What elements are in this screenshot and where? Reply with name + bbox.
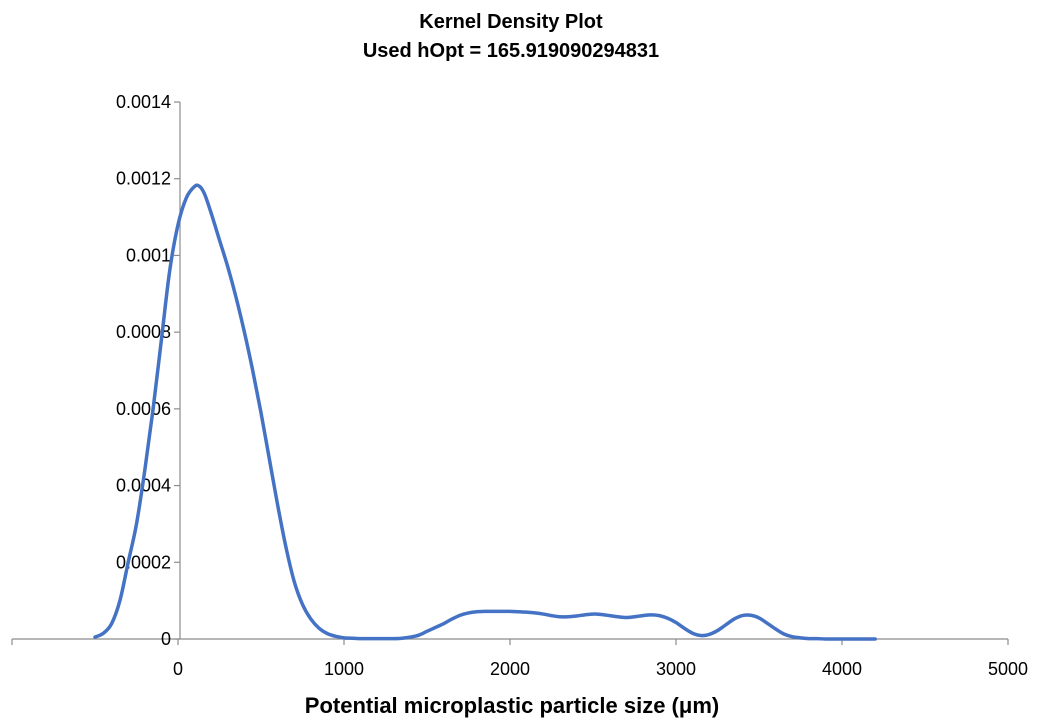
x-tick-label: 5000: [988, 659, 1028, 679]
x-tick-label: 1000: [324, 659, 364, 679]
series-lines: [93, 183, 877, 641]
chart-subtitle: Used hOpt = 165.919090294831: [363, 40, 659, 62]
y-tick-label: 0.0012: [116, 169, 171, 189]
chart-title: Kernel Density Plot: [419, 11, 603, 33]
y-tick-label: 0.0006: [116, 399, 171, 419]
y-tick-label: 0.001: [126, 245, 171, 265]
y-tick-label: 0.0008: [116, 322, 171, 342]
x-tick-label: 3000: [656, 659, 696, 679]
x-tick-label: 4000: [822, 659, 862, 679]
x-axis-title: Potential microplastic particle size (μm…: [305, 693, 719, 718]
density-curve: [93, 183, 877, 641]
x-tick-label: 0: [173, 659, 183, 679]
y-tick-label: 0.0002: [116, 552, 171, 572]
y-tick-label: 0: [161, 629, 171, 649]
y-tick-label: 0.0014: [116, 92, 171, 112]
tick-labels: 0 1000 2000 3000 4000 500000.00020.00040.0006…: [116, 92, 1028, 679]
x-tick-label: 2000: [490, 659, 530, 679]
